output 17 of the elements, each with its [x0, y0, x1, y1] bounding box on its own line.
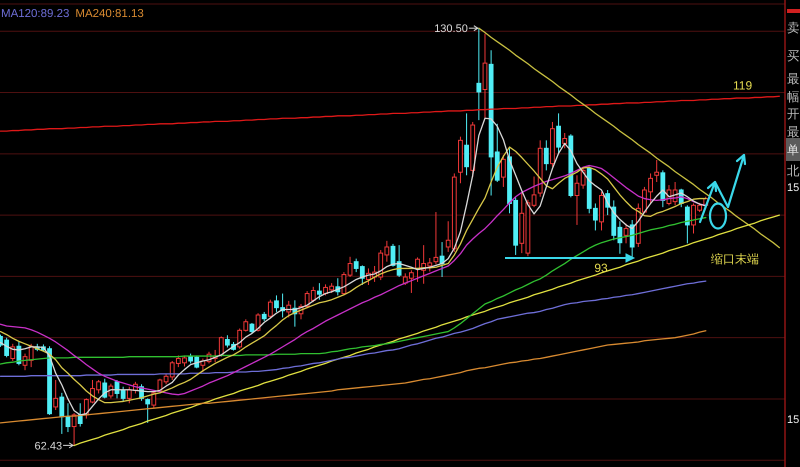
- legend-item: MA240:81.13: [75, 8, 144, 20]
- annotation: 买: [787, 49, 800, 63]
- legend-item: MA120:89.23: [1, 8, 70, 20]
- annotation: 93: [594, 261, 608, 275]
- annotation: 缩口末端: [711, 252, 759, 266]
- annotation: 卖: [787, 21, 800, 35]
- annotation: 15: [787, 414, 800, 426]
- annotation: 15: [787, 182, 800, 194]
- annotation: 最: [787, 125, 800, 139]
- annotation: 最: [787, 72, 800, 86]
- annotation: 开: [787, 107, 800, 121]
- annotation: 幅: [787, 90, 800, 104]
- annotation: 北: [787, 164, 800, 178]
- annotation: 130.50: [434, 23, 468, 36]
- annotation: 119: [733, 78, 752, 93]
- annotation: 单: [787, 143, 799, 157]
- annotation: 62.43: [34, 440, 62, 452]
